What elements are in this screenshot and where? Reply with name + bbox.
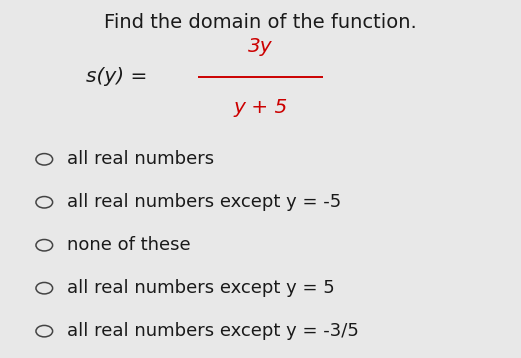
- Text: none of these: none of these: [67, 236, 190, 254]
- Text: all real numbers except y = -3/5: all real numbers except y = -3/5: [67, 322, 358, 340]
- Text: 3y: 3y: [248, 37, 273, 56]
- Text: Find the domain of the function.: Find the domain of the function.: [104, 13, 417, 32]
- Text: y + 5: y + 5: [233, 98, 288, 117]
- Text: s(y) =: s(y) =: [86, 67, 154, 87]
- Text: all real numbers except y = 5: all real numbers except y = 5: [67, 279, 334, 297]
- Text: all real numbers except y = -5: all real numbers except y = -5: [67, 193, 341, 211]
- Text: all real numbers: all real numbers: [67, 150, 214, 168]
